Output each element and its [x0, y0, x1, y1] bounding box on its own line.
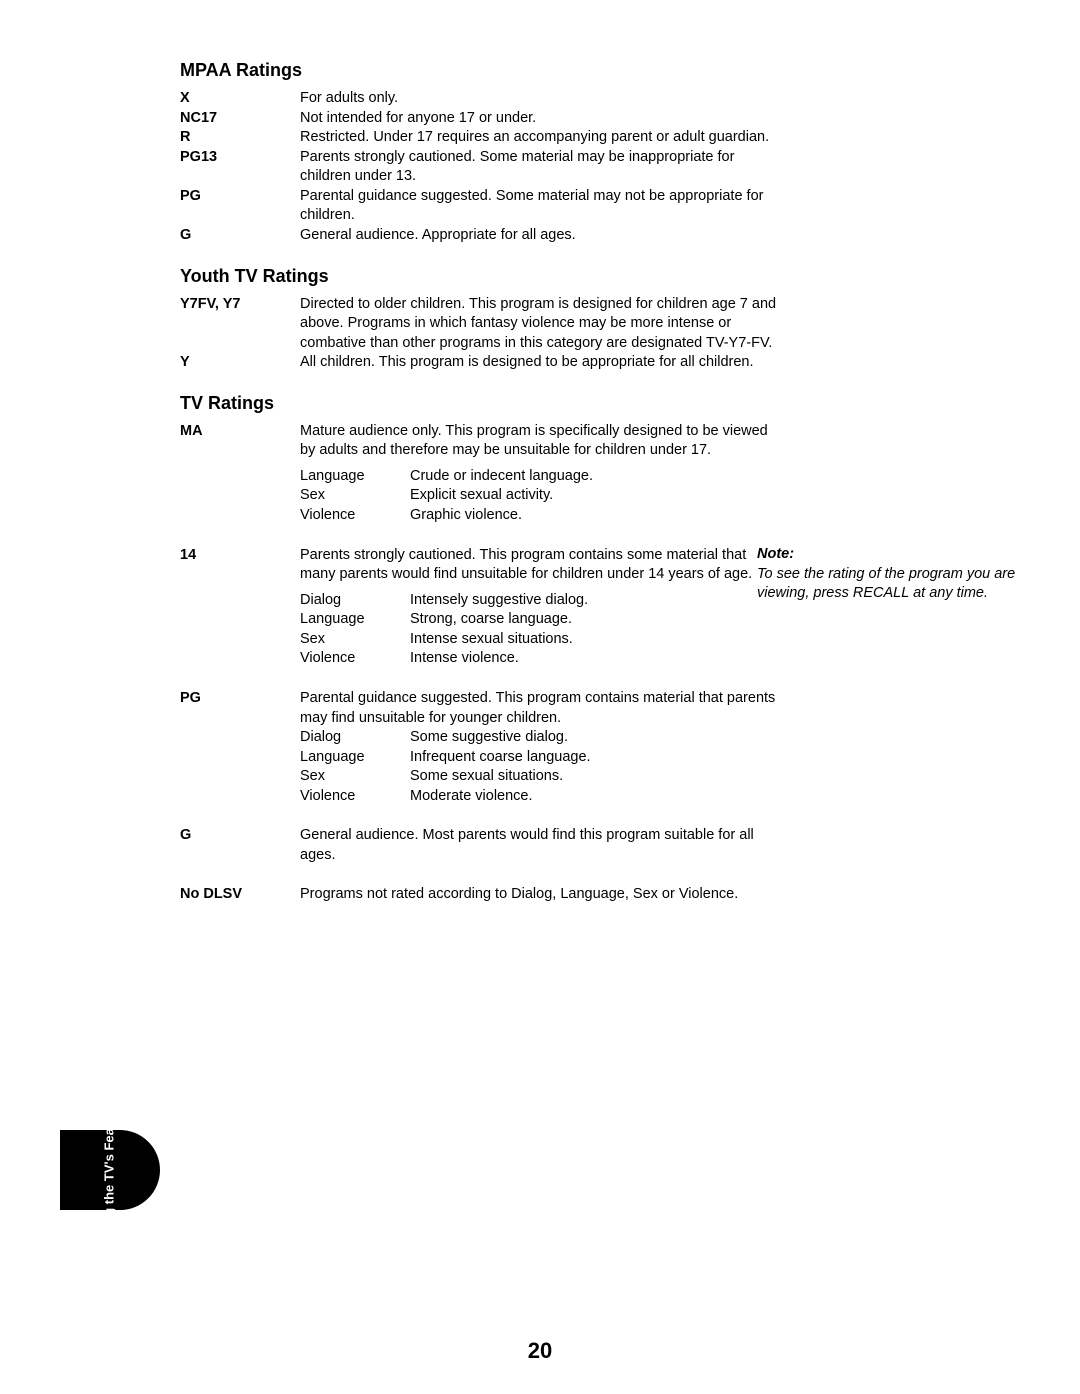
sub-value: Intense sexual situations. [410, 630, 573, 650]
rating-code: G [180, 226, 300, 246]
sub-value: Intensely suggestive dialog. [410, 591, 588, 611]
rating-desc: Mature audience only. This program is sp… [300, 422, 780, 461]
rating-code: X [180, 89, 300, 109]
sub-value: Moderate violence. [410, 787, 533, 807]
rating-desc: Parental guidance suggested. Some materi… [300, 187, 780, 226]
sub-label: Sex [300, 630, 410, 650]
sub-value: Graphic violence. [410, 506, 522, 526]
sub-value: Explicit sexual activity. [410, 486, 553, 506]
sub-value: Crude or indecent language. [410, 467, 593, 487]
sub-value: Some sexual situations. [410, 767, 563, 787]
sub-value: Strong, coarse language. [410, 610, 572, 630]
rating-code: NC17 [180, 109, 300, 129]
rating-code: MA [180, 422, 300, 461]
rating-desc: Programs not rated according to Dialog, … [300, 885, 780, 905]
rating-code: R [180, 128, 300, 148]
rating-code: Y [180, 353, 300, 373]
rating-code: 14 [180, 546, 300, 585]
rating-desc: Parents strongly cautioned. Some materia… [300, 148, 780, 187]
note-box: Note: To see the rating of the program y… [757, 545, 1037, 604]
sub-value: Intense violence. [410, 649, 519, 669]
sidebar-tab: Using the TV's Features [60, 1130, 160, 1210]
rating-desc: Restricted. Under 17 requires an accompa… [300, 128, 780, 148]
sub-value: Infrequent coarse language. [410, 748, 591, 768]
sub-label: Language [300, 467, 410, 487]
rating-desc: All children. This program is designed t… [300, 353, 780, 373]
rating-code: PG [180, 187, 300, 226]
sub-value: Some suggestive dialog. [410, 728, 568, 748]
rating-code: Y7FV, Y7 [180, 295, 300, 354]
section-title: MPAA Ratings [180, 60, 780, 81]
sub-label: Sex [300, 767, 410, 787]
rating-desc: General audience. Appropriate for all ag… [300, 226, 780, 246]
sub-label: Sex [300, 486, 410, 506]
sub-label: Language [300, 748, 410, 768]
rating-desc: General audience. Most parents would fin… [300, 826, 780, 865]
sidebar-label: Using the TV's Features [103, 1096, 117, 1244]
rating-code: G [180, 826, 300, 865]
page-number: 20 [0, 1338, 1080, 1364]
rating-code: PG [180, 689, 300, 728]
sub-label: Language [300, 610, 410, 630]
sub-label: Violence [300, 649, 410, 669]
section-title: TV Ratings [180, 393, 780, 414]
rating-desc: Parents strongly cautioned. This program… [300, 546, 780, 585]
sub-label: Violence [300, 787, 410, 807]
sub-label: Dialog [300, 728, 410, 748]
section-title: Youth TV Ratings [180, 266, 780, 287]
rating-desc: Directed to older children. This program… [300, 295, 780, 354]
sub-label: Dialog [300, 591, 410, 611]
rating-desc: For adults only. [300, 89, 780, 109]
rating-desc: Parental guidance suggested. This progra… [300, 689, 780, 728]
rating-code: No DLSV [180, 885, 300, 905]
sub-label: Violence [300, 506, 410, 526]
note-body: To see the rating of the program you are… [757, 565, 1037, 604]
note-heading: Note: [757, 546, 794, 562]
rating-code: PG13 [180, 148, 300, 187]
rating-desc: Not intended for anyone 17 or under. [300, 109, 780, 129]
